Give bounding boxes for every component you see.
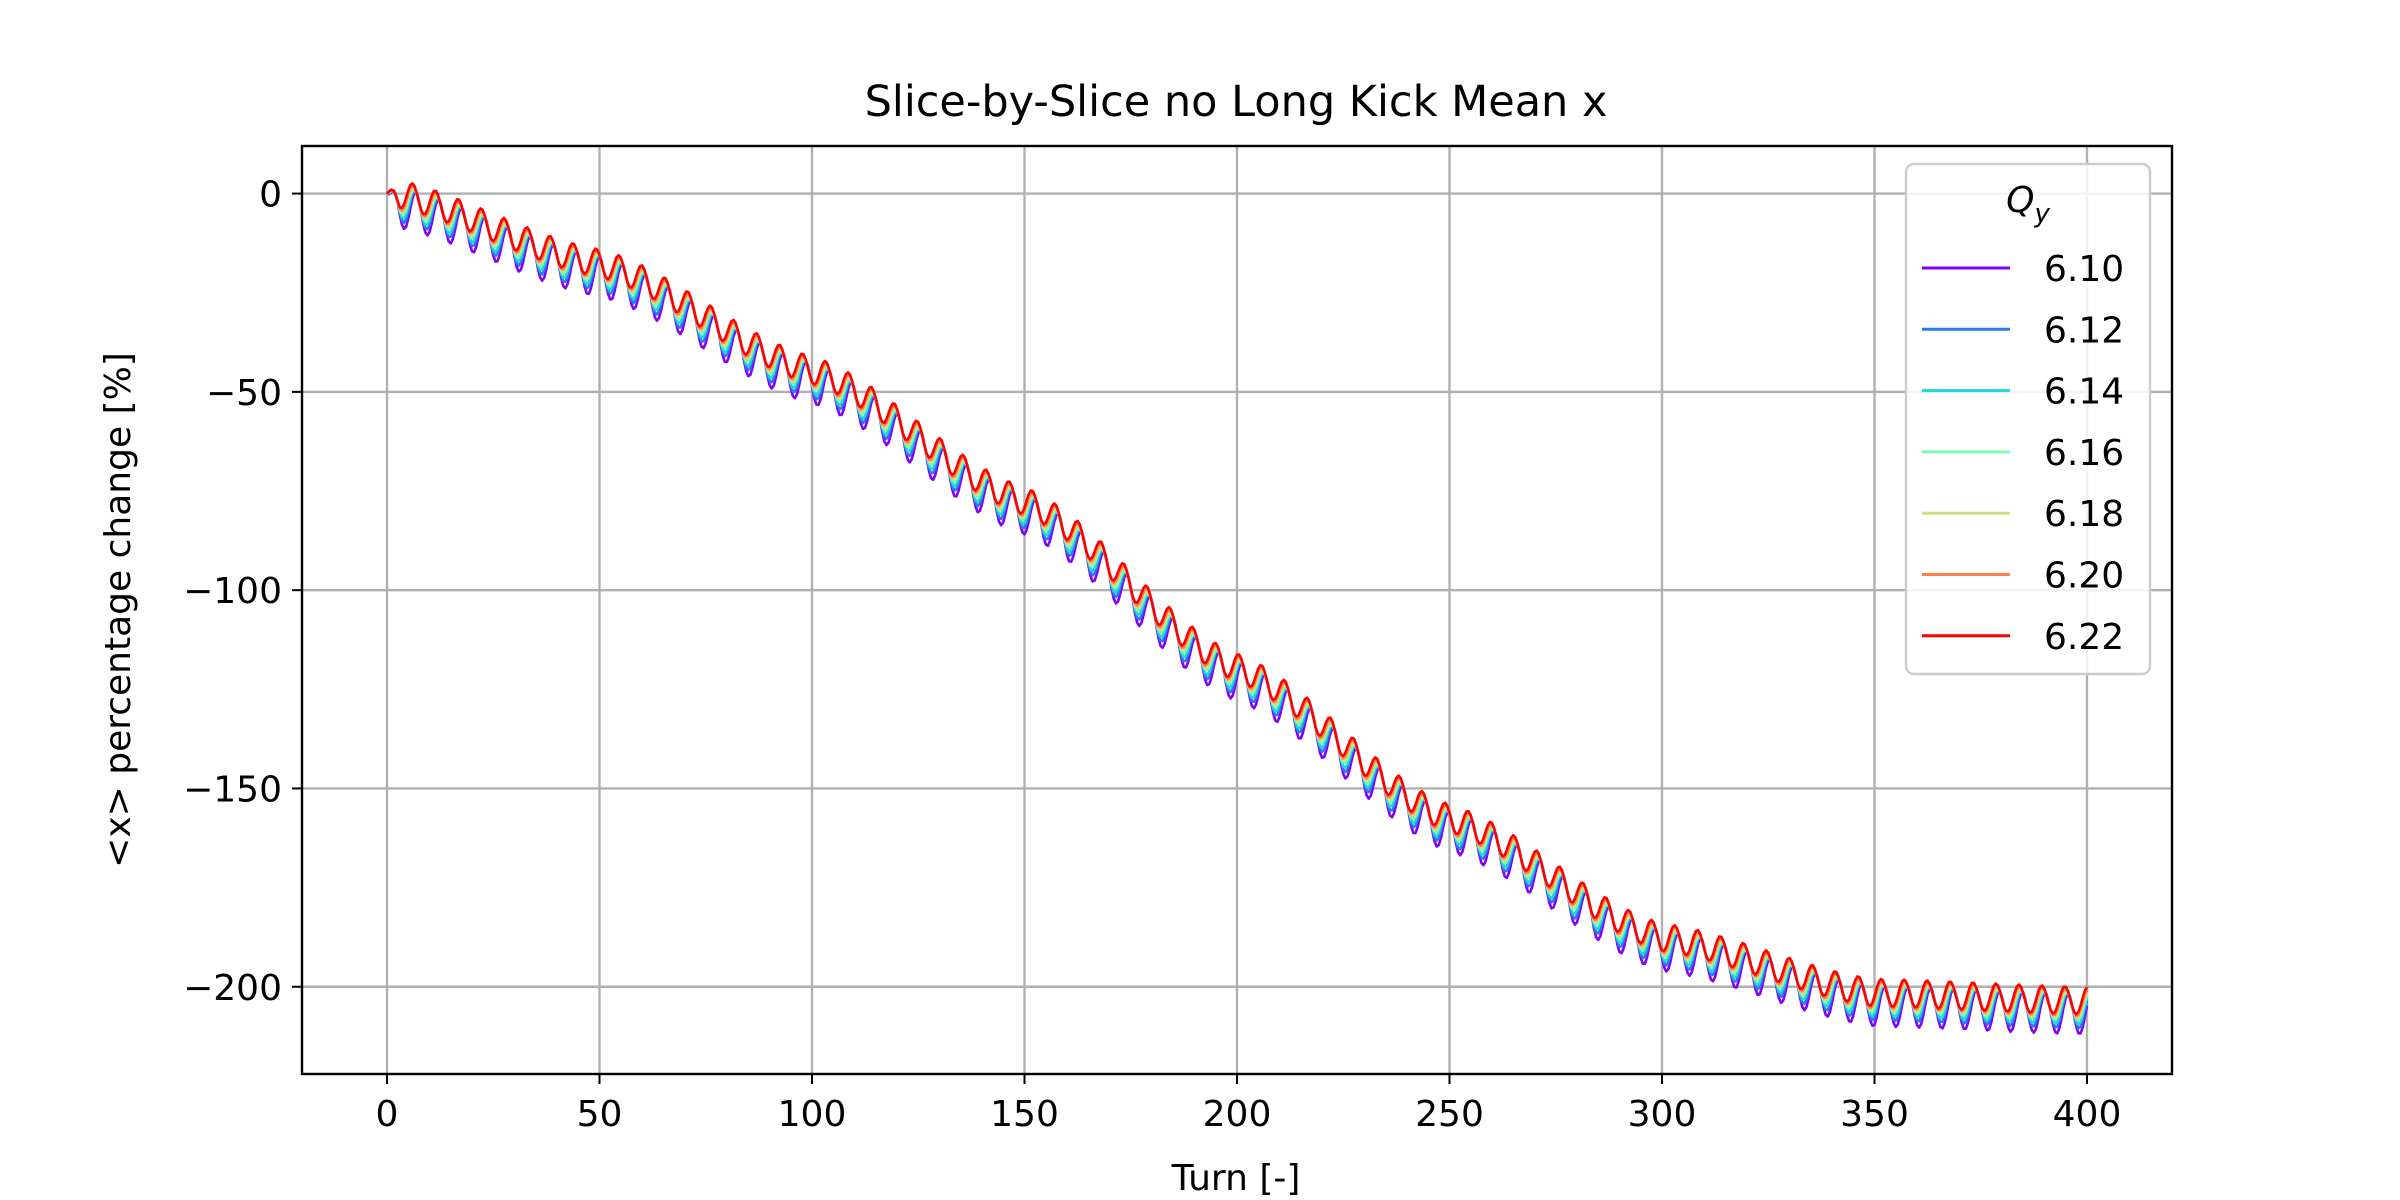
y-tick-label-4: −200 [183, 968, 282, 1009]
x-tick-label-7: 350 [1840, 1094, 1909, 1135]
y-axis-label: <x> percentage change [%] [98, 352, 139, 868]
legend-label-6-14: 6.14 [2044, 372, 2124, 413]
x-axis-label: Turn [-] [1171, 1158, 1301, 1199]
x-axis: 0 50 100 150 200 250 300 350 400 [376, 1074, 2122, 1135]
legend-title: Qy [2006, 180, 2050, 229]
legend-label-6-16: 6.16 [2044, 433, 2124, 474]
grid [302, 146, 2172, 1074]
x-tick-label-2: 100 [778, 1094, 847, 1135]
x-tick-label-3: 150 [990, 1094, 1059, 1135]
legend-label-6-20: 6.20 [2044, 556, 2124, 597]
y-tick-label-0: 0 [259, 175, 282, 216]
x-tick-label-1: 50 [577, 1094, 623, 1135]
x-tick-label-4: 200 [1203, 1094, 1272, 1135]
legend-label-6-10: 6.10 [2044, 249, 2124, 290]
legend-entries: 6.10 6.12 6.14 6.16 6.18 6.20 6.22 [1922, 249, 2124, 658]
y-axis: 0 −50 −100 −150 −200 [183, 175, 302, 1009]
legend: Qy 6.10 6.12 6.14 6.16 6.18 6.20 6.22 [1904, 162, 2152, 676]
legend-label-6-18: 6.18 [2044, 494, 2124, 535]
legend-label-6-12: 6.12 [2044, 310, 2124, 351]
x-tick-label-8: 400 [2053, 1094, 2122, 1135]
chart-title: Slice-by-Slice no Long Kick Mean x [865, 77, 1608, 127]
x-tick-label-0: 0 [376, 1094, 399, 1135]
x-tick-label-5: 250 [1415, 1094, 1484, 1135]
legend-box [1904, 162, 2152, 676]
legend-label-6-22: 6.22 [2044, 617, 2124, 658]
x-tick-label-6: 300 [1628, 1094, 1697, 1135]
series-line-6-22 [386, 182, 2089, 1016]
y-tick-label-2: −100 [183, 571, 282, 612]
y-tick-label-3: −150 [183, 769, 282, 810]
series-layer [386, 182, 2089, 1035]
y-tick-label-1: −50 [206, 373, 282, 414]
